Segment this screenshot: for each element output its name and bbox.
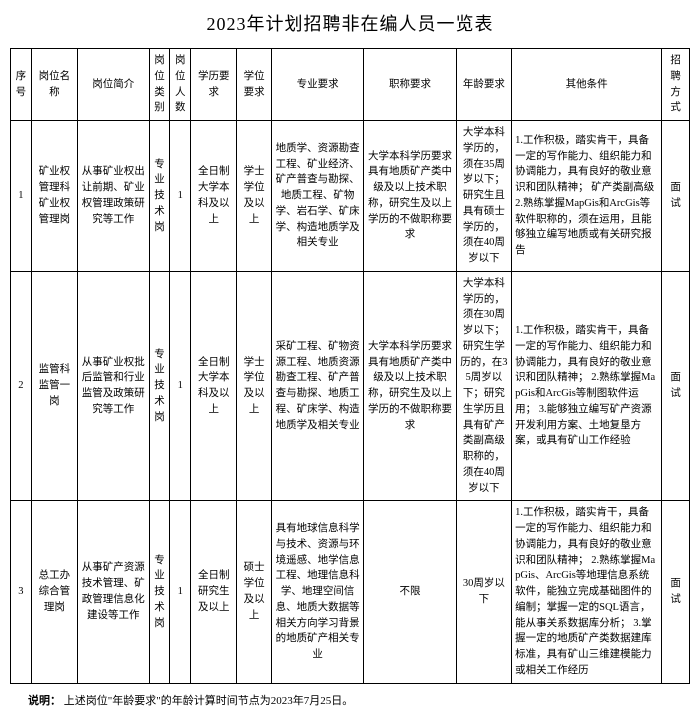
cell-name: 矿业权管理科 矿业权管理岗 [31, 121, 77, 272]
table-row: 3总工办 综合管理岗从事矿产资源技术管理、矿政管理信息化建设等工作专业技术岗1全… [11, 501, 690, 683]
cell-count: 1 [170, 121, 191, 272]
cell-method: 面试 [662, 121, 690, 272]
cell-intro: 从事矿业权出让前期、矿业权管理政策研究等工作 [77, 121, 149, 272]
header-edu: 学历要求 [191, 49, 237, 121]
cell-age: 大学本科学历的，须在30周岁以下；研究生学历的，在35周岁以下；研究生学历且具有… [456, 271, 511, 501]
cell-method: 面试 [662, 501, 690, 683]
cell-major: 采矿工程、矿物资源工程、地质资源勘查工程、矿产普查与勘探、地质工程、矿床学、构造… [271, 271, 363, 501]
table-row: 2监管科 监管一岗从事矿业权批后监管和行业监管及政策研究等工作专业技术岗1全日制… [11, 271, 690, 501]
cell-edu: 全日制研究生及以上 [191, 501, 237, 683]
header-major: 专业要求 [271, 49, 363, 121]
cell-other: 1.工作积极，踏实肯干，具备一定的写作能力、组织能力和协调能力，具有良好的敬业意… [512, 121, 662, 272]
cell-category: 专业技术岗 [149, 271, 170, 501]
cell-count: 1 [170, 501, 191, 683]
note: 说明： 上述岗位"年龄要求"的年龄计算时间节点为2023年7月25日。 [10, 692, 690, 708]
cell-seq: 1 [11, 121, 32, 272]
table-row: 1矿业权管理科 矿业权管理岗从事矿业权出让前期、矿业权管理政策研究等工作专业技术… [11, 121, 690, 272]
cell-titleReq: 大学本科学历要求具有地质矿产类中级及以上技术职称，研究生及以上学历的不做职称要求 [364, 121, 456, 272]
header-seq: 序号 [11, 49, 32, 121]
cell-seq: 3 [11, 501, 32, 683]
cell-major: 地质学、资源勘查工程、矿业经济、矿产普查与勘探、地质工程、矿物学、岩石学、矿床学… [271, 121, 363, 272]
cell-other: 1.工作积极，踏实肯干，具备一定的写作能力、组织能力和协调能力，具有良好的敬业意… [512, 501, 662, 683]
header-age: 年龄要求 [456, 49, 511, 121]
header-name: 岗位名称 [31, 49, 77, 121]
header-category: 岗位类别 [149, 49, 170, 121]
header-titlereq: 职称要求 [364, 49, 456, 121]
cell-intro: 从事矿产资源技术管理、矿政管理信息化建设等工作 [77, 501, 149, 683]
header-other: 其他条件 [512, 49, 662, 121]
cell-name: 监管科 监管一岗 [31, 271, 77, 501]
cell-edu: 全日制大学本科及以上 [191, 121, 237, 272]
header-intro: 岗位简介 [77, 49, 149, 121]
header-count: 岗位人数 [170, 49, 191, 121]
cell-degree: 学士学位及以上 [237, 271, 272, 501]
table-header-row: 序号 岗位名称 岗位简介 岗位类别 岗位人数 学历要求 学位要求 专业要求 职称… [11, 49, 690, 121]
cell-age: 大学本科学历的，须在35周岁以下；研究生且具有硕士学历的，须在40周岁以下 [456, 121, 511, 272]
cell-degree: 硕士学位及以上 [237, 501, 272, 683]
cell-degree: 学士学位及以上 [237, 121, 272, 272]
cell-category: 专业技术岗 [149, 121, 170, 272]
page-title: 2023年计划招聘非在编人员一览表 [10, 10, 690, 36]
cell-edu: 全日制大学本科及以上 [191, 271, 237, 501]
cell-other: 1.工作积极，踏实肯干，具备一定的写作能力、组织能力和协调能力，具有良好的敬业意… [512, 271, 662, 501]
cell-major: 具有地球信息科学与技术、资源与环境遥感、地学信息工程、地理信息科学、地理空间信息… [271, 501, 363, 683]
cell-titleReq: 不限 [364, 501, 456, 683]
recruitment-table: 序号 岗位名称 岗位简介 岗位类别 岗位人数 学历要求 学位要求 专业要求 职称… [10, 48, 690, 684]
header-degree: 学位要求 [237, 49, 272, 121]
cell-count: 1 [170, 271, 191, 501]
header-method: 招聘方式 [662, 49, 690, 121]
cell-titleReq: 大学本科学历要求具有地质矿产类中级及以上技术职称，研究生及以上学历的不做职称要求 [364, 271, 456, 501]
cell-method: 面试 [662, 271, 690, 501]
cell-intro: 从事矿业权批后监管和行业监管及政策研究等工作 [77, 271, 149, 501]
cell-seq: 2 [11, 271, 32, 501]
cell-name: 总工办 综合管理岗 [31, 501, 77, 683]
cell-age: 30周岁以下 [456, 501, 511, 683]
cell-category: 专业技术岗 [149, 501, 170, 683]
